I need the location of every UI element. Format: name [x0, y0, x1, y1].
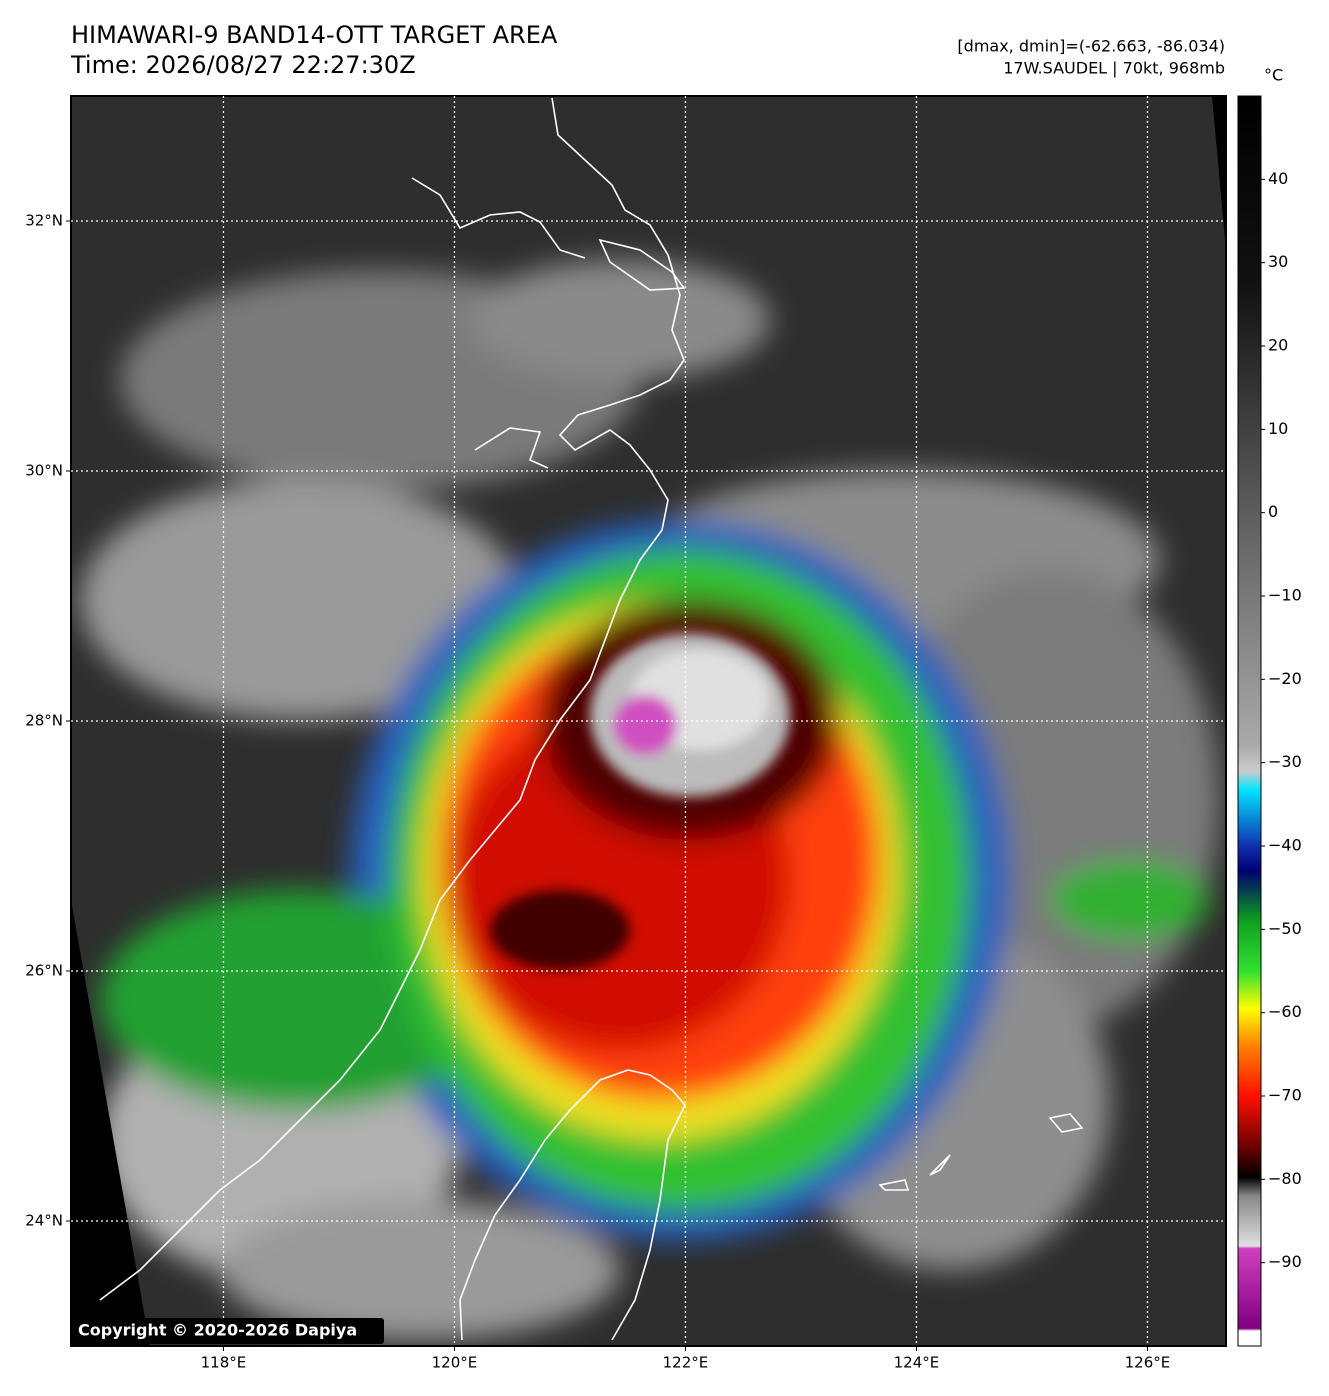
lon-tick-label: 120°E [432, 1354, 478, 1372]
colorbar-tick-label: −40 [1268, 836, 1302, 855]
colorbar-tick-label: −50 [1268, 919, 1302, 938]
lon-tick-label: 124°E [894, 1354, 940, 1372]
lat-tick-label: 32°N [25, 212, 63, 230]
info-storm: 17W.SAUDEL | 70kt, 968mb [1003, 59, 1225, 78]
lat-tick-label: 24°N [25, 1212, 63, 1230]
colorbar-unit: °C [1264, 66, 1283, 85]
colorbar-tick-label: −20 [1268, 669, 1302, 688]
copyright: Copyright © 2020-2026 Dapiya [78, 1321, 357, 1340]
graticule [71, 96, 1226, 1346]
lat-tick-label: 30°N [25, 462, 63, 480]
colorbar-tick-label: 30 [1268, 252, 1288, 271]
colorbar-tick-label: −70 [1268, 1086, 1302, 1105]
copyright-box [71, 1318, 384, 1344]
colorbar-tick-label: −10 [1268, 586, 1302, 605]
colorbar-tick-label: −90 [1268, 1252, 1302, 1271]
colorbar-tick-label: −80 [1268, 1169, 1302, 1188]
lon-tick-label: 118°E [201, 1354, 247, 1372]
coastline [99, 97, 1084, 1341]
title: HIMAWARI-9 BAND14-OTT TARGET AREA [71, 21, 558, 49]
colorbar-tick-label: 0 [1268, 502, 1278, 521]
colorbar-tick-label: 10 [1268, 419, 1288, 438]
colorbar-tick-label: 40 [1268, 169, 1288, 188]
lat-tick-label: 26°N [25, 962, 63, 980]
satellite-image [71, 96, 1226, 1346]
colorbar-tick-label: −30 [1268, 752, 1302, 771]
time: Time: 2026/08/27 22:27:30Z [70, 51, 416, 79]
lon-tick-label: 122°E [663, 1354, 709, 1372]
lat-tick-label: 28°N [25, 712, 63, 730]
colorbar [1237, 95, 1262, 1347]
info-dmax-dmin: [dmax, dmin]=(-62.663, -86.034) [957, 37, 1225, 56]
lon-tick-label: 126°E [1125, 1354, 1171, 1372]
colorbar-tick-label: −60 [1268, 1002, 1302, 1021]
colorbar-tick-label: 20 [1268, 336, 1288, 355]
